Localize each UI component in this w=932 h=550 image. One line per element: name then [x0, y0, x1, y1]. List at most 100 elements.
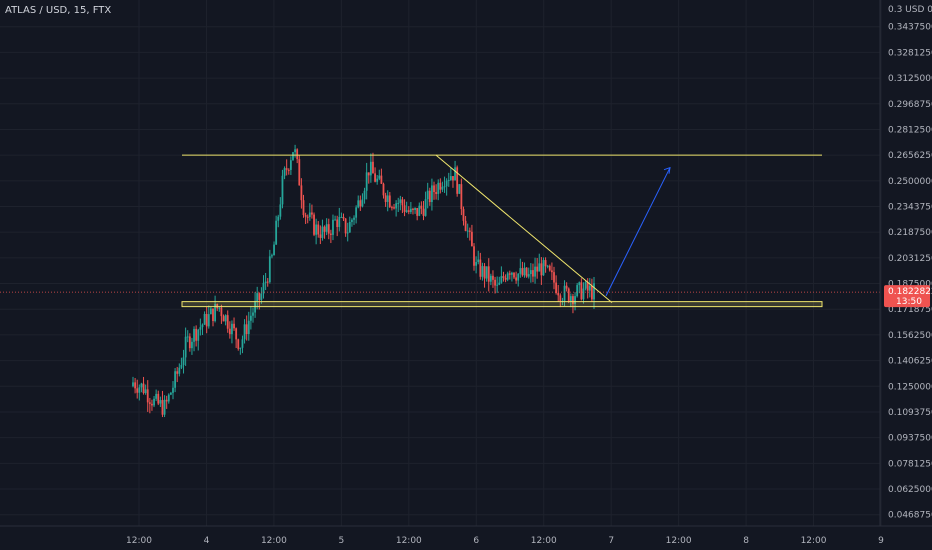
candle-body	[241, 339, 244, 348]
candle-body	[374, 173, 376, 182]
y-tick-label: 0.31250000	[888, 74, 932, 84]
candle-body	[433, 185, 435, 193]
candle-body	[359, 200, 362, 207]
candle-body	[439, 182, 442, 190]
candle-body	[517, 273, 520, 281]
candles	[132, 144, 595, 418]
candle-body	[357, 200, 360, 208]
candle-body	[456, 167, 459, 194]
candle-body	[494, 279, 496, 286]
candle-body	[492, 275, 494, 280]
candle-body	[197, 329, 200, 341]
candle-body	[441, 186, 444, 190]
candle-body	[447, 179, 450, 181]
candle-body	[544, 260, 547, 267]
candle-body	[155, 393, 158, 399]
candle-body	[351, 219, 353, 222]
candle-body	[176, 371, 179, 374]
candle-body	[165, 399, 168, 402]
candle-body	[323, 226, 326, 232]
candle-body	[445, 180, 448, 187]
y-tick-label: 0.34375000	[888, 23, 932, 33]
candle-body	[563, 285, 566, 301]
current-price-label: 0.18228225	[888, 287, 932, 297]
candle-body	[508, 273, 511, 275]
candle-body	[550, 270, 553, 273]
candle-body	[321, 226, 324, 238]
candle-body	[502, 276, 505, 278]
candle-body	[582, 288, 585, 300]
candle-body	[315, 224, 318, 235]
y-tick-label-top: 0.3 USD 000	[888, 5, 932, 15]
candle-body	[496, 284, 499, 286]
candle-body	[590, 285, 593, 300]
grid	[0, 0, 882, 526]
candle-body	[174, 371, 177, 388]
candle-body	[361, 199, 364, 207]
x-tick-label: 12:00	[531, 536, 557, 546]
candle-body	[473, 246, 475, 266]
descending-trendline	[435, 154, 613, 304]
candle-body	[376, 178, 379, 182]
candle-body	[428, 190, 431, 203]
candle-body	[405, 210, 408, 212]
candle-body	[475, 262, 478, 266]
candle-body	[249, 315, 252, 321]
candle-body	[399, 199, 402, 203]
x-tick-label: 12:00	[261, 536, 287, 546]
candle-body	[487, 266, 490, 282]
candle-body	[460, 184, 463, 210]
candle-body	[420, 205, 423, 209]
candle-body	[567, 288, 570, 302]
candle-body	[319, 234, 322, 238]
candle-body	[355, 207, 358, 218]
chart-title: ATLAS / USD, 15, FTX	[5, 5, 112, 16]
candle-body	[363, 190, 366, 200]
candle-body	[466, 230, 469, 232]
candle-body	[279, 204, 282, 217]
candle-body	[264, 281, 267, 283]
candle-body	[268, 256, 271, 283]
candle-body	[397, 202, 400, 204]
candle-body	[403, 205, 406, 212]
candle-body	[151, 403, 153, 406]
candle-body	[546, 265, 549, 267]
candle-body	[292, 152, 294, 161]
candle-body	[186, 336, 189, 338]
candle-body	[483, 266, 486, 279]
candle-body	[578, 282, 581, 286]
candle-body	[144, 389, 147, 394]
candle-body	[220, 307, 223, 317]
annotations	[0, 154, 880, 308]
candle-body	[346, 232, 349, 234]
candle-body	[169, 392, 172, 395]
candle-body	[471, 231, 473, 247]
candle-body	[203, 313, 206, 325]
candle-body	[584, 282, 587, 289]
candle-body	[209, 308, 212, 315]
y-tick-label: 0.07812500	[888, 459, 932, 469]
candle-body	[437, 182, 440, 194]
candle-body	[365, 172, 368, 191]
candle-body	[275, 220, 278, 245]
candle-body	[367, 172, 370, 176]
candle-body	[572, 296, 574, 304]
candle-body	[500, 276, 503, 283]
x-tick-label: 12:00	[801, 536, 827, 546]
x-tick-label: 6	[473, 536, 479, 546]
candle-body	[574, 296, 576, 304]
y-tick-label: 0.09375000	[888, 434, 932, 444]
candle-body	[148, 402, 151, 404]
candle-body	[407, 210, 410, 212]
candle-body	[325, 224, 328, 232]
candle-body	[468, 230, 471, 232]
time-axis: 12:00 4 12:00 5 12:00 6 12:00 7 12:00 8 12:00 9	[0, 525, 932, 546]
price-axis: 0.04687500 0.06250000 0.07812500 0.09375000…	[879, 0, 932, 526]
y-tick-label: 0.26562500	[888, 151, 932, 161]
candle-body	[382, 183, 385, 196]
candle-body	[485, 266, 488, 279]
candle-body	[153, 398, 155, 406]
candle-body	[424, 199, 427, 216]
candle-body	[458, 184, 461, 194]
